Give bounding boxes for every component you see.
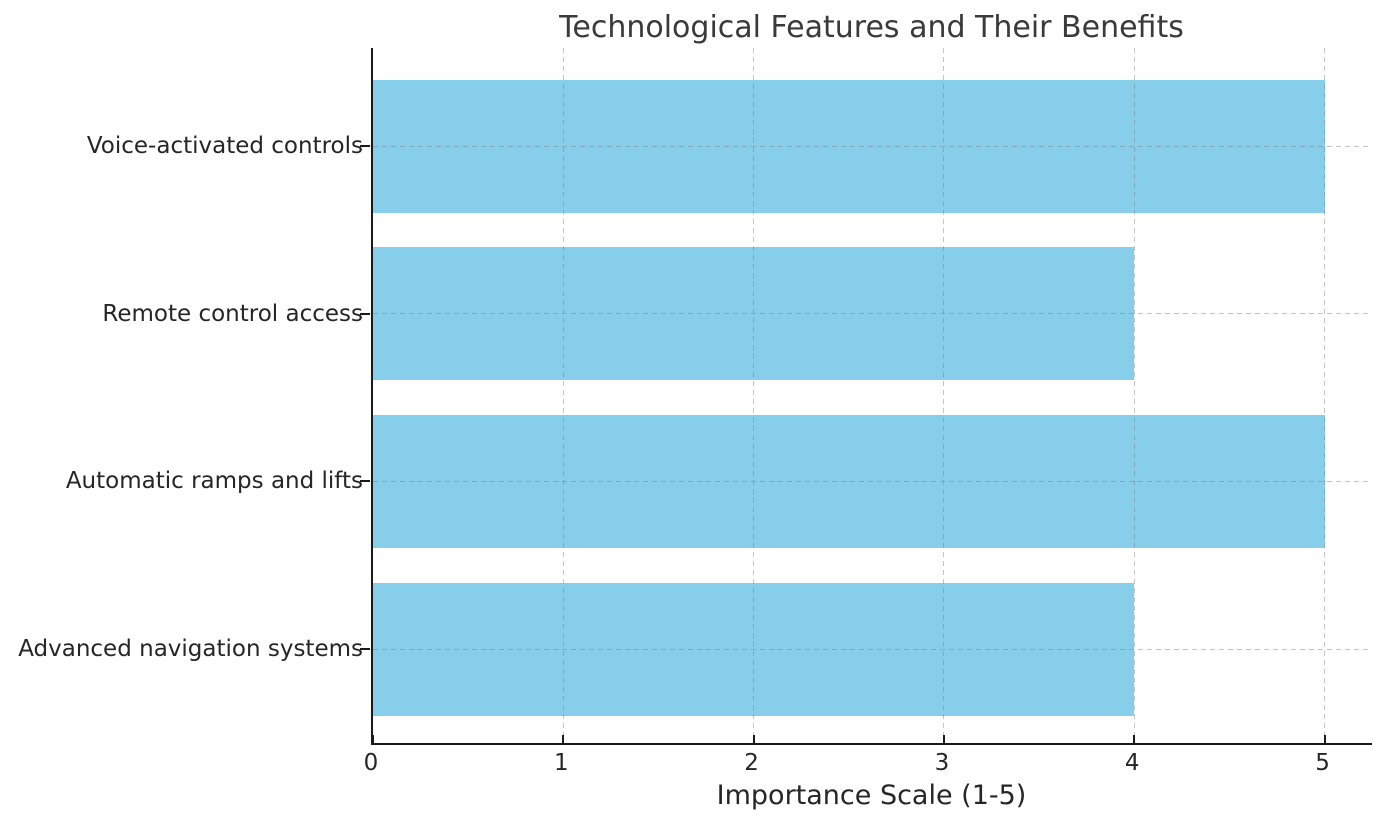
v-gridline bbox=[1324, 48, 1326, 743]
plot-area bbox=[371, 48, 1372, 745]
x-tick-mark bbox=[942, 735, 945, 743]
h-gridline bbox=[373, 313, 1372, 315]
x-tick-mark bbox=[752, 735, 755, 743]
x-tick-mark bbox=[1323, 735, 1326, 743]
h-gridline bbox=[373, 480, 1372, 482]
y-tick-mark bbox=[360, 480, 370, 483]
y-category-label: Voice-activated controls bbox=[86, 133, 363, 159]
h-gridline bbox=[373, 648, 1372, 650]
v-gridline bbox=[1133, 48, 1135, 743]
v-gridline bbox=[562, 48, 564, 743]
y-tick-mark bbox=[360, 145, 370, 147]
h-gridline bbox=[373, 145, 1372, 147]
x-axis-label: Importance Scale (1-5) bbox=[716, 780, 1027, 811]
v-gridline bbox=[753, 48, 755, 743]
x-tick-label: 5 bbox=[1315, 750, 1330, 776]
x-tick-label: 1 bbox=[553, 750, 569, 776]
y-category-label: Automatic ramps and lifts bbox=[65, 468, 363, 495]
x-tick-label: 2 bbox=[744, 750, 759, 776]
chart-title: Technological Features and Their Benefit… bbox=[559, 10, 1184, 45]
y-category-label: Advanced navigation systems bbox=[18, 636, 363, 663]
bar-4 bbox=[373, 582, 1135, 716]
x-tick-mark bbox=[562, 735, 565, 743]
y-tick-mark bbox=[360, 312, 370, 315]
y-tick-mark bbox=[360, 648, 370, 651]
y-category-label: Remote control access bbox=[102, 300, 363, 327]
bar-1 bbox=[373, 79, 1325, 213]
bar-2 bbox=[373, 247, 1135, 381]
v-gridline bbox=[943, 48, 945, 743]
x-tick-label: 0 bbox=[363, 750, 379, 776]
bar-3 bbox=[373, 414, 1325, 548]
x-tick-label: 3 bbox=[934, 750, 950, 776]
x-tick-mark bbox=[1133, 735, 1136, 743]
x-tick-mark bbox=[372, 735, 374, 743]
x-tick-label: 4 bbox=[1124, 750, 1140, 776]
